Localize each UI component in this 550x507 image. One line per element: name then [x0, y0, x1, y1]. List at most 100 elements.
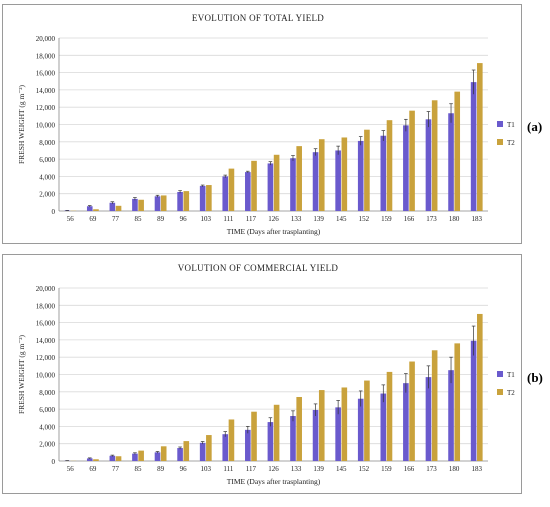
bar-t2-133 — [296, 146, 302, 211]
x-tick-label: 152 — [359, 215, 370, 223]
y-tick-label: 10,000 — [36, 122, 56, 130]
x-tick-label: 77 — [112, 215, 120, 223]
bar-t2-111 — [228, 168, 235, 211]
x-tick-label: 103 — [201, 465, 212, 473]
bar-t1-145 — [335, 150, 341, 211]
bar-t1-103 — [199, 442, 206, 461]
x-tick-label: 145 — [336, 465, 347, 473]
legend-label-T1: T1 — [507, 121, 515, 129]
bar-t2-126 — [273, 404, 280, 461]
bar-t1-152 — [357, 398, 364, 461]
x-tick-label: 56 — [67, 465, 75, 473]
chart-panel-commercial-yield: VOLUTION OF COMMERCIAL YIELD 0 2,000 4,000 6… — [2, 254, 522, 494]
x-tick-label: 69 — [89, 465, 97, 473]
x-tick-label: 96 — [180, 465, 188, 473]
x-tick-label: 173 — [426, 465, 437, 473]
x-tick-label: 117 — [246, 215, 257, 223]
y-tick-label: 18,000 — [36, 302, 56, 310]
x-tick-label: 180 — [449, 465, 460, 473]
bar-t2-89 — [160, 195, 167, 211]
x-tick-label: 69 — [89, 215, 97, 223]
bar-t1-126 — [267, 163, 274, 211]
bar-t2-111 — [228, 419, 235, 461]
bar-t2-159 — [386, 120, 393, 211]
bar-t1-96 — [177, 191, 183, 211]
x-tick-label: 152 — [359, 465, 370, 473]
x-tick-label: 183 — [471, 215, 482, 223]
bar-t2-152 — [364, 129, 370, 211]
bar-t2-96 — [183, 441, 190, 461]
bar-t2-152 — [364, 380, 370, 461]
bar-t1-117 — [245, 172, 251, 211]
x-tick-label: 173 — [426, 215, 437, 223]
bar-t2-69 — [93, 209, 99, 211]
legend-swatch-T1 — [497, 371, 503, 377]
x-tick-label: 159 — [381, 465, 392, 473]
bar-t2-166 — [409, 361, 415, 461]
bar-t2-139 — [318, 390, 325, 461]
bar-t2-180 — [454, 91, 461, 211]
y-axis-label: FRESH WEIGHT (g m⁻²) — [17, 334, 26, 414]
panel-label-a: (a) — [527, 119, 543, 134]
bar-t1-145 — [335, 407, 341, 461]
x-axis-label: TIME (Days after trasplanting) — [227, 477, 321, 486]
x-tick-label: 111 — [223, 465, 233, 473]
x-tick-label: 159 — [381, 215, 392, 223]
x-tick-label: 111 — [223, 215, 233, 223]
bar-t2-173 — [431, 100, 438, 211]
bar-t1-139 — [312, 409, 319, 461]
panel-label-b: (b) — [527, 370, 543, 385]
x-tick-label: 89 — [157, 215, 165, 223]
bar-t2-117 — [251, 160, 257, 211]
bar-t1-152 — [357, 140, 364, 211]
bar-t2-77 — [115, 205, 122, 211]
y-tick-label: 4,000 — [39, 173, 55, 181]
bar-t1-133 — [290, 158, 296, 211]
bar-t1-69 — [86, 206, 93, 211]
y-tick-label: 12,000 — [36, 104, 56, 112]
x-tick-label: 183 — [471, 465, 482, 473]
bar-t2-96 — [183, 191, 190, 211]
bar-t1-103 — [199, 185, 206, 211]
bar-t1-85 — [132, 198, 138, 211]
bar-t2-126 — [273, 154, 280, 211]
y-tick-label: 16,000 — [36, 320, 56, 328]
bar-t2-85 — [138, 199, 144, 211]
bar-t1-77 — [109, 202, 116, 211]
y-tick-label: 14,000 — [36, 337, 56, 345]
bar-t1-173 — [425, 119, 432, 211]
y-tick-label: 6,000 — [39, 406, 55, 414]
bar-t2-173 — [431, 350, 438, 461]
bar-t1-85 — [132, 453, 138, 461]
y-tick-label: 18,000 — [36, 52, 56, 60]
chart-commercial-yield: VOLUTION OF COMMERCIAL YIELD 0 2,000 4,000 6… — [17, 263, 515, 486]
x-tick-label: 126 — [268, 215, 279, 223]
legend-swatch-T2 — [497, 139, 503, 145]
bar-t2-133 — [296, 396, 302, 461]
bar-t1-180 — [448, 113, 454, 211]
x-tick-label: 77 — [112, 465, 120, 473]
bar-t1-166 — [403, 125, 409, 211]
bar-t1-111 — [222, 434, 229, 461]
bar-t1-166 — [403, 383, 409, 461]
y-tick-label: 20,000 — [36, 285, 56, 293]
bar-t1-89 — [154, 452, 161, 461]
x-tick-label: 103 — [201, 215, 212, 223]
bar-t2-103 — [206, 185, 212, 211]
bar-t1-89 — [154, 196, 161, 211]
x-tick-label: 180 — [449, 215, 460, 223]
x-tick-label: 96 — [180, 215, 188, 223]
y-tick-label: 8,000 — [39, 139, 55, 147]
bar-t1-96 — [177, 448, 183, 461]
x-tick-label: 139 — [313, 215, 324, 223]
x-tick-label: 133 — [291, 215, 302, 223]
bar-t1-180 — [448, 370, 454, 461]
bar-t2-145 — [341, 137, 348, 211]
x-tick-label: 89 — [157, 465, 165, 473]
y-tick-label: 0 — [52, 458, 56, 466]
bar-t1-183 — [470, 82, 477, 212]
y-tick-label: 12,000 — [36, 354, 56, 362]
x-tick-label: 85 — [135, 215, 143, 223]
bar-t2-145 — [341, 387, 348, 461]
x-tick-label: 145 — [336, 215, 347, 223]
